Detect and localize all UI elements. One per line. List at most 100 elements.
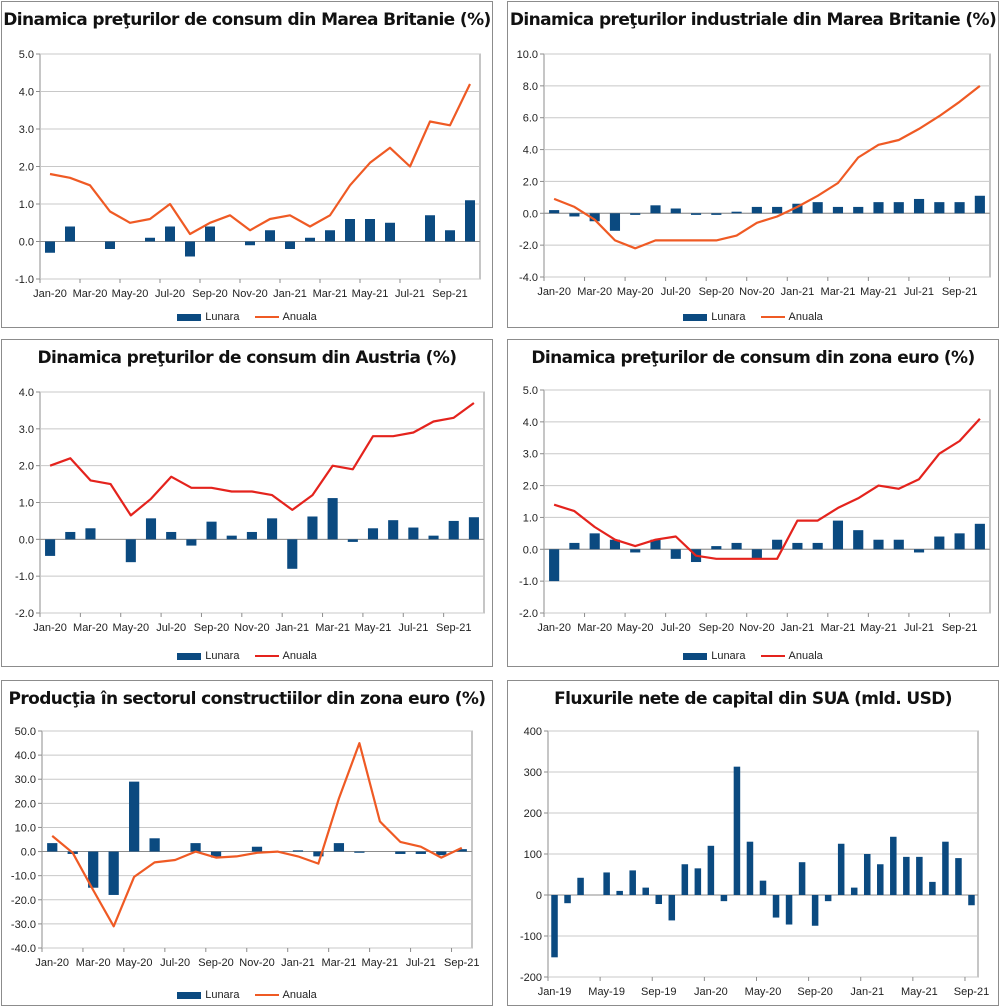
x-tick-label: Jul-21 [406,957,436,969]
legend-swatch-line [254,994,279,997]
bar [609,539,621,550]
bar [186,539,197,546]
bar [890,836,897,895]
x-tick-label: Mar-21 [321,957,356,969]
bar [954,533,965,550]
chart-panel-uk-industrial-prices: Dinamica preţurilor industriale din Mare… [507,1,999,328]
legend-label-line: Anuala [282,650,317,662]
x-tick-label: Sep-21 [942,286,977,298]
x-tick-label: Jul-21 [904,286,934,298]
legend-item-line: Anuala [254,989,317,1001]
x-tick-label: Sep-21 [432,288,467,300]
bar [428,535,439,540]
chart-plot: -4.0 -2.0 0.0 2.0 4.0 6.0 8.0 10.0 Jan-20 Mar-20 M… [517,49,991,298]
bar [569,542,580,550]
x-tick-label: Nov-20 [739,286,774,298]
y-tick-label: -1.0 [519,576,538,588]
bar [832,206,844,214]
bar [445,230,455,242]
bar [345,219,355,242]
bar [759,880,767,895]
bar [125,539,136,563]
chart-panel-us-net-capital-flows: Fluxurile nete de capital din SUA (mld. … [507,680,999,1006]
legend-item-bar: Lunara [683,311,745,323]
bar [313,851,324,857]
bar [465,200,475,242]
chart-legend: Lunara Anuala [2,311,492,323]
chart-title: Dinamica preţurilor de consum din Marea … [3,10,491,30]
x-tick-label: Jul-20 [160,957,190,969]
series-line [49,83,471,236]
x-tick-label: May-19 [588,986,625,998]
bar [913,549,925,553]
bar [415,851,426,854]
bar [425,215,435,242]
y-tick-label: 2.0 [19,461,34,473]
x-tick-label: Jan-21 [781,286,815,298]
bar [690,213,702,215]
x-tick-label: Jan-19 [538,986,572,998]
bar [385,222,395,242]
legend-label-line: Anuala [282,989,317,1001]
bar [577,877,584,895]
y-tick-label: 4.0 [19,387,34,399]
y-tick-label: 100 [524,849,542,861]
bar [733,766,741,895]
y-tick-label: 3.0 [19,124,34,136]
y-tick-label: 2.0 [19,162,34,174]
bar [629,870,636,895]
bar [307,516,318,540]
y-tick-label: 0.0 [19,534,34,546]
legend-swatch-line [254,655,279,658]
bar [903,856,910,895]
bar [551,895,558,958]
bar [388,520,399,540]
x-tick-label: Sep-20 [699,622,734,634]
bar [408,527,419,540]
bar [785,895,793,925]
y-tick-label: -40.0 [11,943,36,955]
bar [88,851,99,888]
x-tick-label: May-21 [860,622,897,634]
bar [145,518,157,540]
x-tick-label: Jan-20 [33,622,67,634]
y-tick-label: 0.0 [523,208,538,220]
bar [642,887,649,895]
bar [105,241,115,249]
y-tick-label: 6.0 [523,113,538,125]
x-tick-label: Sep-19 [641,986,676,998]
x-tick-label: Jan-21 [781,622,815,634]
y-tick-label: -4.0 [519,272,538,284]
series-line [553,417,981,560]
bar [792,203,803,214]
x-tick-label: Nov-20 [232,288,267,300]
bar [395,851,406,854]
y-tick-label: -2.0 [519,240,538,252]
legend-label-bar: Lunara [205,989,240,1001]
x-tick-label: Sep-20 [192,288,227,300]
bar [772,895,780,918]
legend-swatch-line [760,655,785,658]
bar [916,856,923,895]
bar [65,226,75,242]
bar [630,549,641,553]
y-tick-label: 0.0 [523,544,538,556]
x-tick-label: May-21 [362,957,399,969]
chart-plot: -1.0 0.0 1.0 2.0 3.0 4.0 5.0 Jan-20 Mar-20 May-20… [15,49,481,300]
legend-item-line: Anuala [760,650,823,662]
x-tick-label: Jan-21 [850,986,884,998]
legend-item-line: Anuala [760,311,823,323]
x-tick-label: Jan-20 [33,288,67,300]
bar [731,211,742,214]
plot-area [543,53,991,278]
bar [863,854,871,895]
bar [251,846,263,852]
legend-label-line: Anuala [788,650,823,662]
bar [893,202,904,214]
chart-legend: Lunara Anuala [2,650,492,662]
bar [292,850,304,852]
y-tick-label: -100 [520,931,542,943]
bar [285,241,295,249]
x-tick-label: Jul-21 [395,288,425,300]
bar [448,520,459,540]
